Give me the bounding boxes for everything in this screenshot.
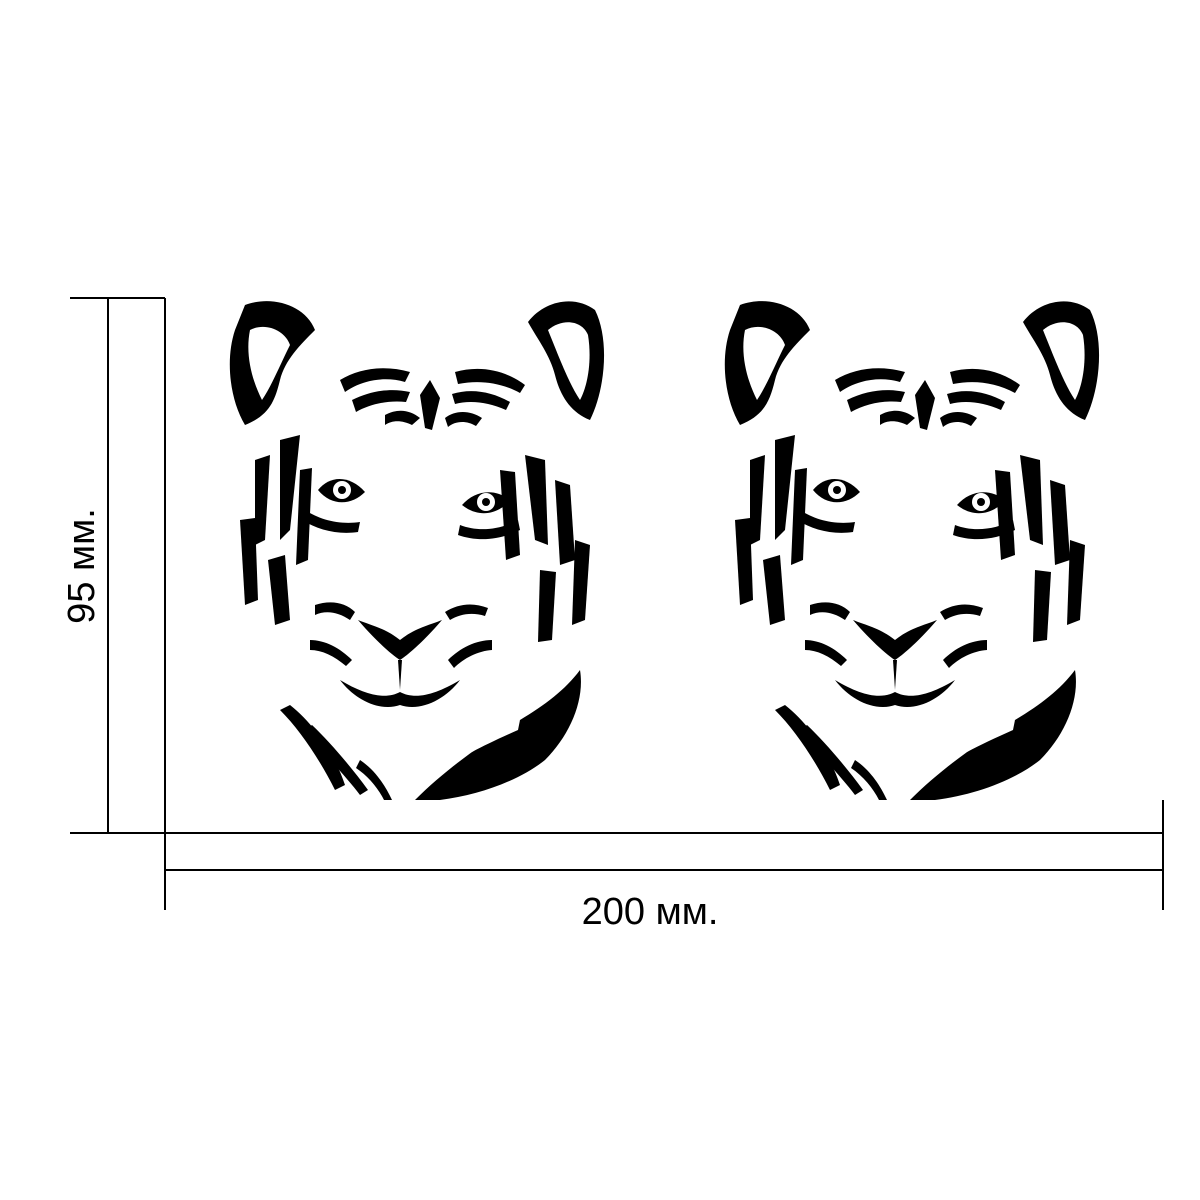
tiger-artwork-right <box>724 301 1100 800</box>
height-dimension <box>70 297 166 834</box>
width-label: 200 мм. <box>582 891 719 933</box>
height-label: 95 мм. <box>61 508 103 624</box>
width-dimension <box>164 800 1164 910</box>
tiger-artwork-left <box>229 301 605 800</box>
